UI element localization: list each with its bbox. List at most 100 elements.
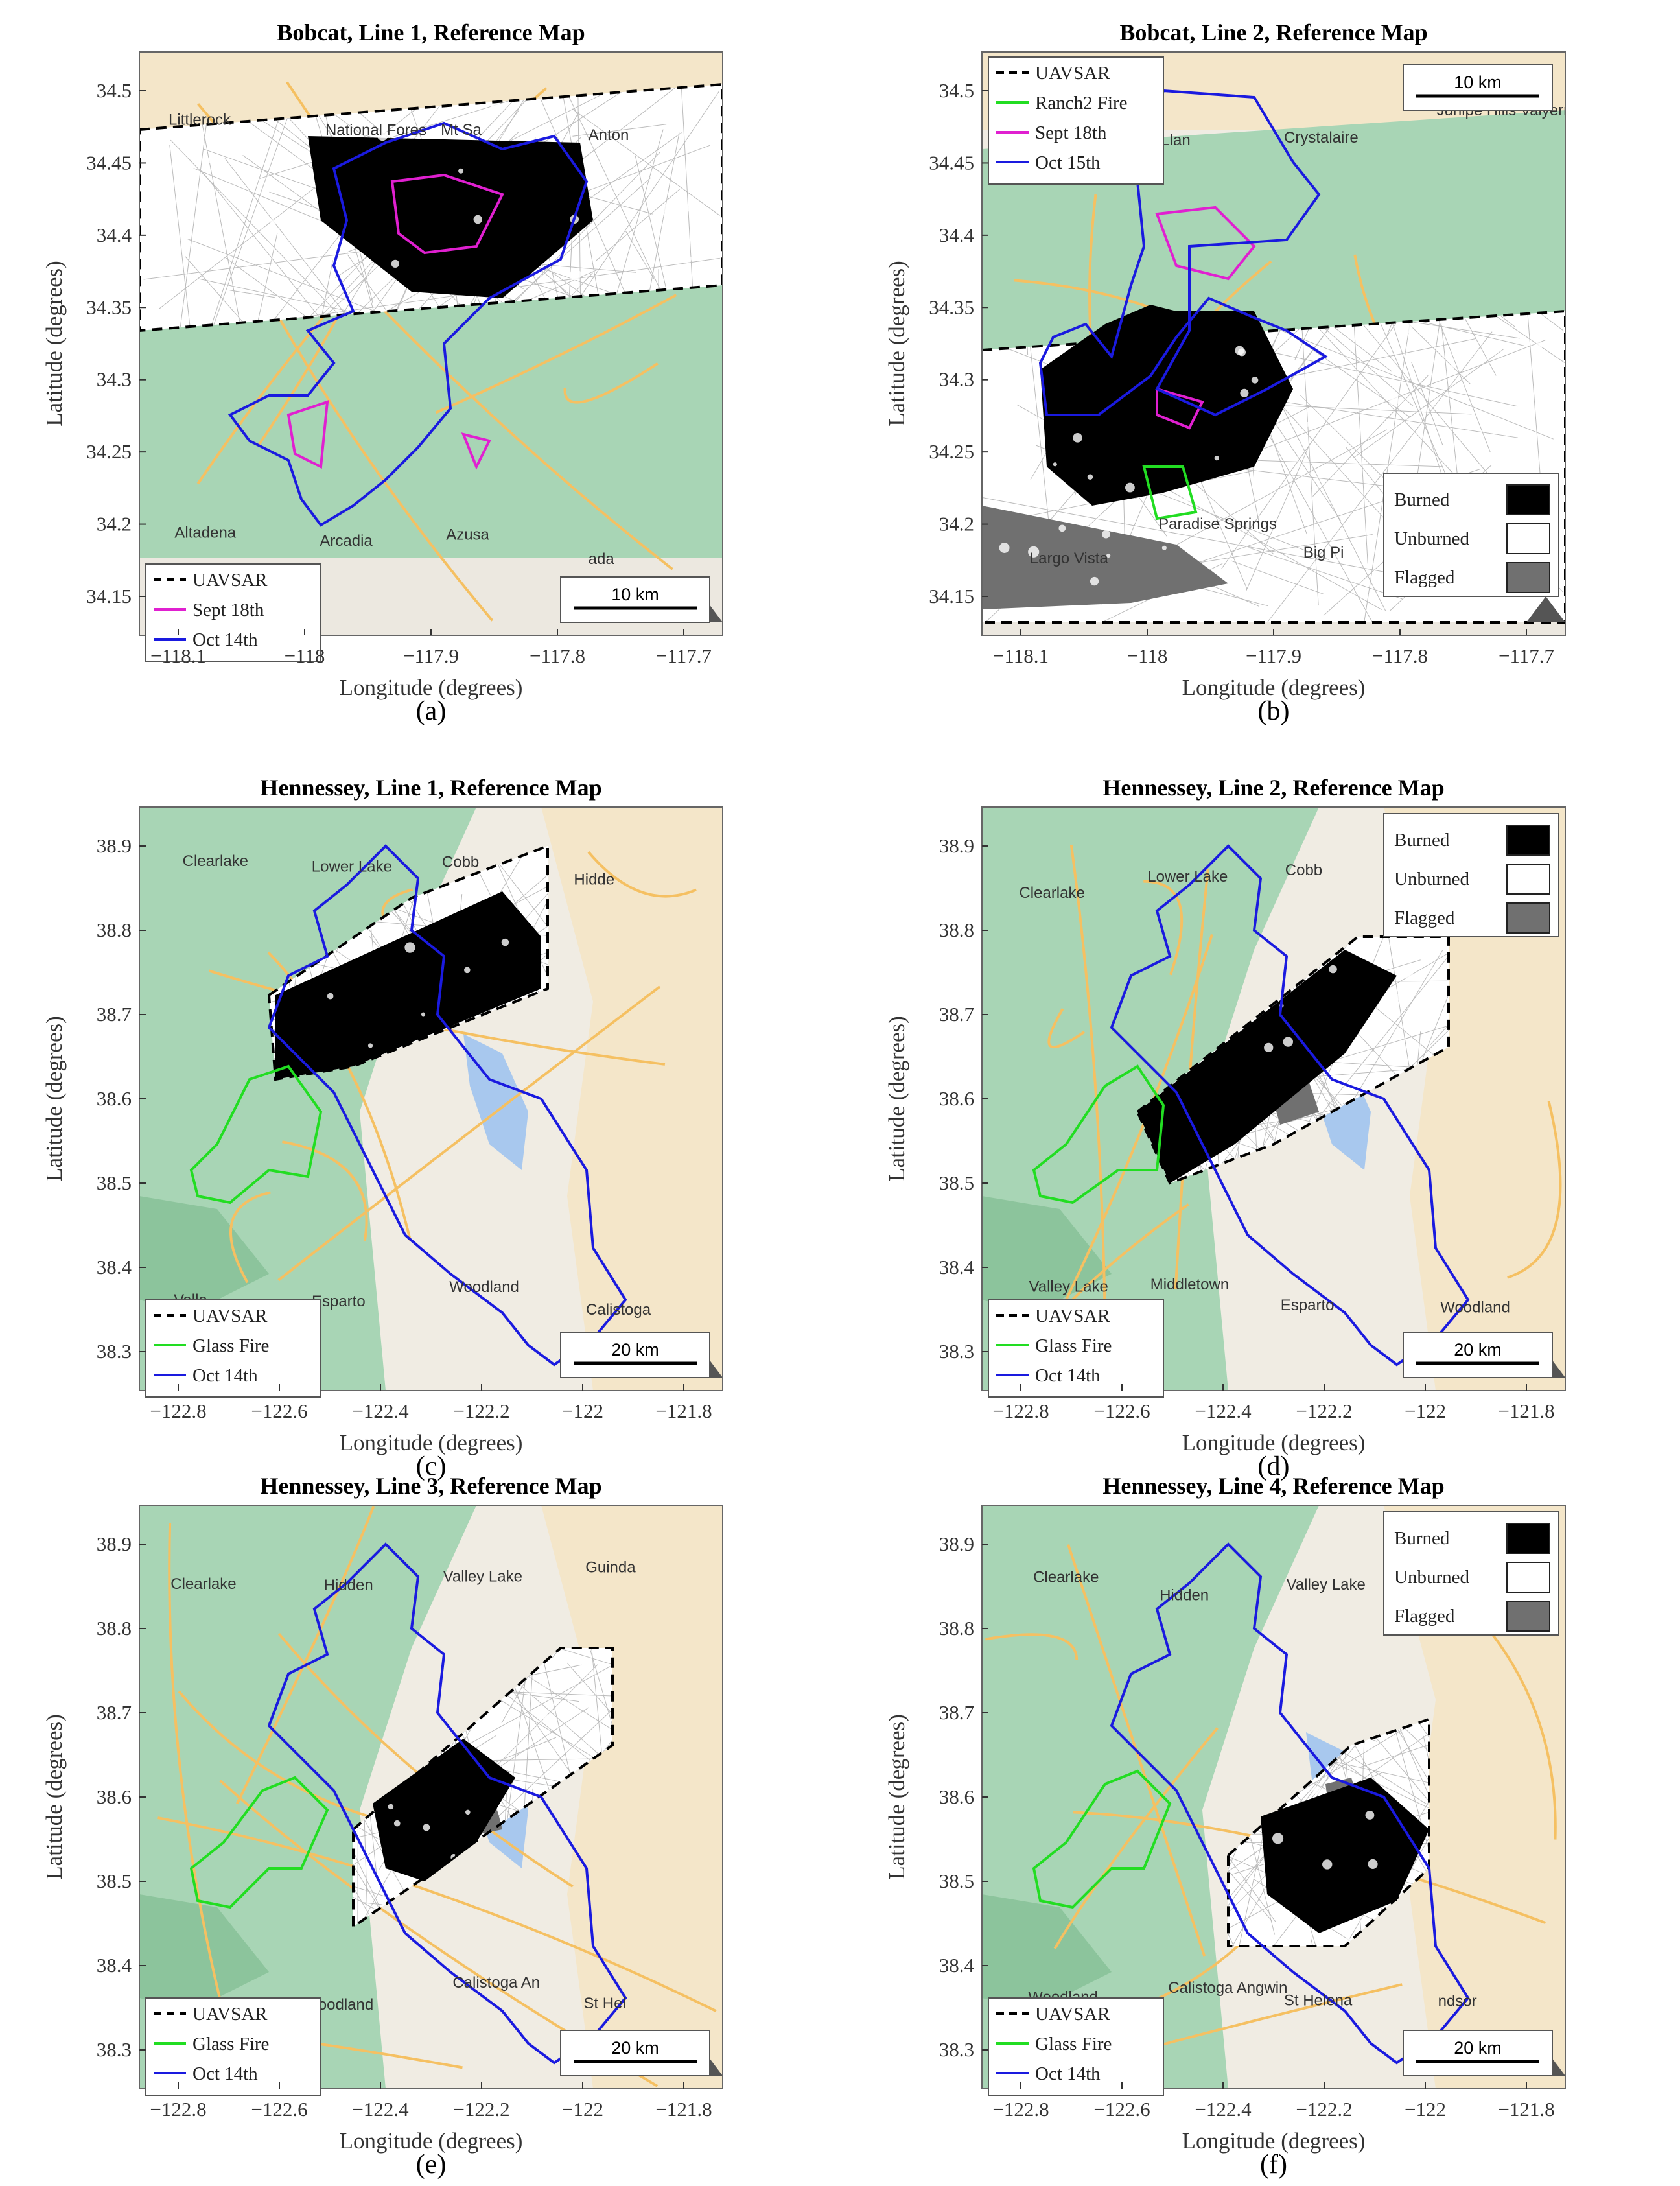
place-label: Lower Lake [1147, 868, 1228, 886]
burned-speckle [271, 220, 275, 224]
legend-item-label: UAVSAR [1035, 2004, 1110, 2025]
x-tick-label: −122.8 [150, 1400, 206, 1422]
map-title: Hennessey, Line 3, Reference Map [260, 1473, 601, 1499]
y-tick-label: 38.8 [939, 919, 974, 941]
y-axis-label: Latitude (degrees) [41, 1016, 67, 1182]
class-legend-swatch [1507, 1562, 1550, 1592]
x-tick-label: −122.6 [1093, 2098, 1150, 2121]
burned-speckle [474, 215, 482, 224]
burned-speckle [542, 1714, 548, 1720]
y-tick-label: 38.8 [97, 1617, 132, 1640]
x-tick-label: −121.8 [655, 1400, 712, 1422]
y-tick-label: 38.3 [939, 2038, 974, 2061]
y-tick-label: 38.4 [97, 1256, 132, 1278]
x-tick-label: −122.8 [992, 1400, 1049, 1422]
burned-speckle [992, 465, 998, 472]
x-tick-label: −122 [562, 1400, 603, 1422]
burned-speckle [1440, 321, 1445, 326]
burned-speckle [1188, 541, 1199, 552]
place-label: Llan [1161, 132, 1190, 149]
place-label: Lower Lake [312, 858, 392, 876]
x-tick-label: −122.2 [453, 1400, 509, 1422]
scale-bar: 20 km [561, 2030, 710, 2076]
burned-speckle [1125, 483, 1135, 493]
x-tick-label: −117.9 [403, 644, 459, 667]
class-legend-label: Burned [1394, 830, 1450, 851]
burned-speckle [1215, 456, 1219, 460]
place-label: Valley Lake [1029, 1278, 1108, 1296]
place-label: Cobb [1285, 862, 1322, 879]
burned-speckle [250, 240, 255, 245]
burned-speckle [423, 1824, 430, 1831]
burned-speckle [1389, 395, 1399, 405]
burned-speckle [1272, 1833, 1283, 1844]
x-tick-label: −122.2 [1296, 2098, 1352, 2121]
burned-speckle [1365, 1811, 1374, 1820]
burned-speckle [1406, 959, 1410, 963]
legend-item-label: Oct 14th [1035, 1365, 1101, 1386]
place-label: Hidden [1160, 1586, 1209, 1604]
burned-speckle [1313, 1787, 1322, 1795]
scale-bar-label: 20 km [1454, 2038, 1502, 2058]
burned-speckle [1264, 1043, 1273, 1052]
burned-speckle [496, 1807, 501, 1812]
place-label: Crystalaire [1284, 129, 1359, 147]
place-label: Woodland [1440, 1299, 1510, 1317]
map-plot-area: LittrockLlanCrystalaireJunipe Hills Valy… [982, 52, 1585, 639]
burned-speckle [1402, 322, 1413, 333]
y-tick-label: 38.5 [97, 1870, 132, 1892]
legend-item-label: UAVSAR [192, 1306, 268, 1326]
scale-bar-label: 20 km [1454, 1340, 1502, 1359]
class-legend-label: Burned [1394, 489, 1450, 510]
y-tick-label: 34.35 [929, 296, 974, 318]
x-tick-label: −121.8 [655, 2098, 712, 2121]
x-tick-label: −117.8 [530, 644, 585, 667]
place-label: Guinda [585, 1558, 636, 1576]
y-tick-label: 34.4 [97, 224, 132, 246]
burned-speckle [1495, 454, 1500, 459]
legend-item-label: Glass Fire [192, 2034, 269, 2054]
burned-speckle [388, 1804, 394, 1810]
place-label: Anton [589, 126, 629, 144]
place-label: Big Pi [1303, 544, 1344, 561]
place-label: National Fores [325, 121, 426, 139]
place-label: Clearlake [183, 852, 248, 870]
class-legend-swatch [1507, 825, 1550, 855]
legend-item-label: Oct 15th [1035, 152, 1101, 173]
burned-speckle [686, 256, 692, 261]
y-tick-label: 38.9 [939, 1533, 974, 1555]
burned-speckle [1238, 348, 1246, 356]
y-tick-label: 38.9 [97, 1533, 132, 1555]
burned-speckle [1319, 470, 1326, 477]
class-legend-label: Flagged [1394, 1606, 1455, 1627]
y-tick-label: 38.6 [939, 1785, 974, 1808]
class-legend-swatch [1507, 1523, 1550, 1553]
burned-speckle [391, 260, 399, 268]
y-tick-label: 34.5 [97, 79, 132, 102]
place-label: ada [589, 550, 615, 568]
y-tick-label: 38.7 [97, 1701, 132, 1724]
y-tick-label: 34.25 [929, 440, 974, 463]
burned-speckle [368, 1043, 373, 1048]
x-tick-label: −122.4 [1195, 2098, 1252, 2121]
y-tick-label: 38.6 [97, 1087, 132, 1110]
burned-speckle [327, 993, 334, 1000]
place-label: St Helena [1284, 1992, 1353, 2010]
place-label: Valley Lake [1287, 1576, 1366, 1593]
y-tick-label: 34.2 [939, 513, 974, 535]
y-tick-label: 38.3 [939, 1340, 974, 1363]
legend-item-label: Oct 14th [1035, 2063, 1101, 2084]
legend-item-label: UAVSAR [1035, 63, 1110, 84]
burned-speckle [207, 157, 213, 163]
x-tick-label: −122.2 [453, 2098, 509, 2121]
class-legend-label: Unburned [1394, 869, 1469, 889]
